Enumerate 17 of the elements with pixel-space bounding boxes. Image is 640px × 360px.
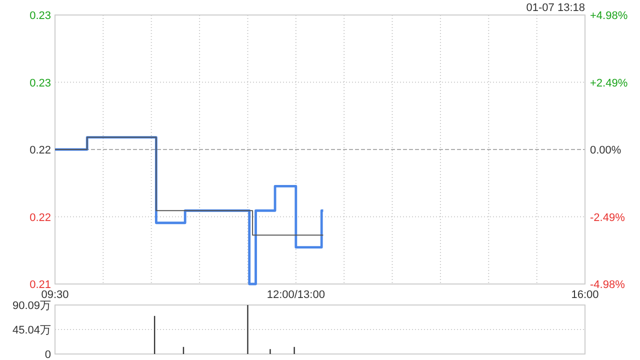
x-tick-label: 16:00 <box>571 289 599 301</box>
y-tick-label: 45.04万 <box>12 324 51 337</box>
y2-tick-label: +4.98% <box>590 10 628 22</box>
y2-tick-label: -2.49% <box>590 212 626 224</box>
y2-tick-label: 0.00% <box>590 144 622 156</box>
x-tick-label: 12:00/13:00 <box>266 289 325 301</box>
y-tick-label: 0.22 <box>30 144 51 156</box>
x-tick-label: 09:30 <box>41 289 69 301</box>
y-tick-label: 0 <box>44 349 51 360</box>
y-tick-label: 0.22 <box>30 212 51 224</box>
text: 01-07 13:18 <box>526 2 585 14</box>
y-tick-label: 0.23 <box>30 10 51 22</box>
y2-tick-label: +2.49% <box>590 77 628 90</box>
y-tick-label: 0.23 <box>30 77 51 90</box>
y-tick-label: 0.21 <box>30 279 51 291</box>
y-tick-label: 90.09万 <box>12 300 51 312</box>
y2-tick-label: -4.98% <box>590 279 626 291</box>
